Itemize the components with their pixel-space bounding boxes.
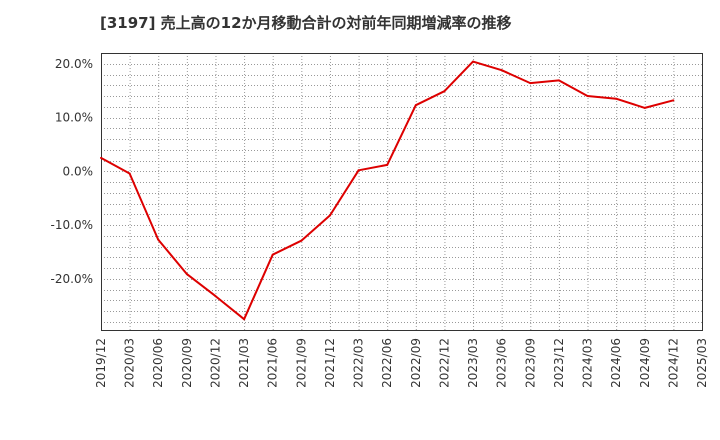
- x-tick-label: 2021/12: [323, 338, 337, 388]
- x-tick-label: 2023/06: [495, 338, 509, 388]
- data-point: [586, 95, 589, 98]
- data-point: [328, 214, 331, 217]
- x-tick-label: 2022/06: [380, 338, 394, 388]
- data-point: [472, 60, 475, 63]
- data-point: [243, 318, 246, 321]
- data-point: [443, 90, 446, 93]
- data-point: [357, 169, 360, 172]
- data-point: [529, 82, 532, 85]
- x-tick-label: 2022/03: [352, 338, 366, 388]
- x-tick-label: 2024/12: [666, 338, 680, 388]
- y-tick-label: 10.0%: [55, 111, 93, 125]
- y-tick-label: -10.0%: [51, 218, 93, 232]
- x-tick-label: 2023/09: [523, 338, 537, 388]
- x-tick-label: 2021/09: [294, 338, 308, 388]
- data-point: [414, 104, 417, 107]
- x-tick-label: 2024/09: [638, 338, 652, 388]
- plot-area: [101, 53, 702, 330]
- x-tick-label: 2021/06: [266, 338, 280, 388]
- x-tick-label: 2023/03: [466, 338, 480, 388]
- y-tick-label: 20.0%: [55, 57, 93, 71]
- plot-border: [101, 53, 703, 331]
- data-point: [185, 273, 188, 276]
- x-tick-label: 2020/06: [151, 338, 165, 388]
- y-tick-label: -20.0%: [51, 272, 93, 286]
- data-point: [300, 239, 303, 242]
- x-tick-label: 2022/12: [437, 338, 451, 388]
- data-point: [128, 172, 131, 175]
- data-point: [271, 253, 274, 256]
- x-tick-label: 2024/06: [609, 338, 623, 388]
- x-tick-label: 2020/12: [208, 338, 222, 388]
- data-point: [615, 97, 618, 100]
- x-tick-label: 2020/09: [180, 338, 194, 388]
- chart-title: [3197] 売上高の12か月移動合計の対前年同期増減率の推移: [100, 14, 512, 32]
- x-tick-label: 2025/03: [695, 338, 709, 388]
- x-tick-label: 2024/03: [581, 338, 595, 388]
- x-tick-label: 2020/03: [123, 338, 137, 388]
- x-tick-label: 2019/12: [94, 338, 108, 388]
- x-tick-label: 2021/03: [237, 338, 251, 388]
- data-point: [643, 106, 646, 109]
- data-point: [100, 156, 102, 159]
- y-tick-label: 0.0%: [63, 164, 94, 178]
- data-point: [386, 163, 389, 166]
- data-point: [672, 99, 675, 102]
- data-point: [214, 295, 217, 298]
- data-point: [557, 79, 560, 82]
- data-point: [157, 238, 160, 241]
- x-tick-label: 2022/09: [409, 338, 423, 388]
- data-point: [500, 69, 503, 72]
- x-tick-label: 2023/12: [552, 338, 566, 388]
